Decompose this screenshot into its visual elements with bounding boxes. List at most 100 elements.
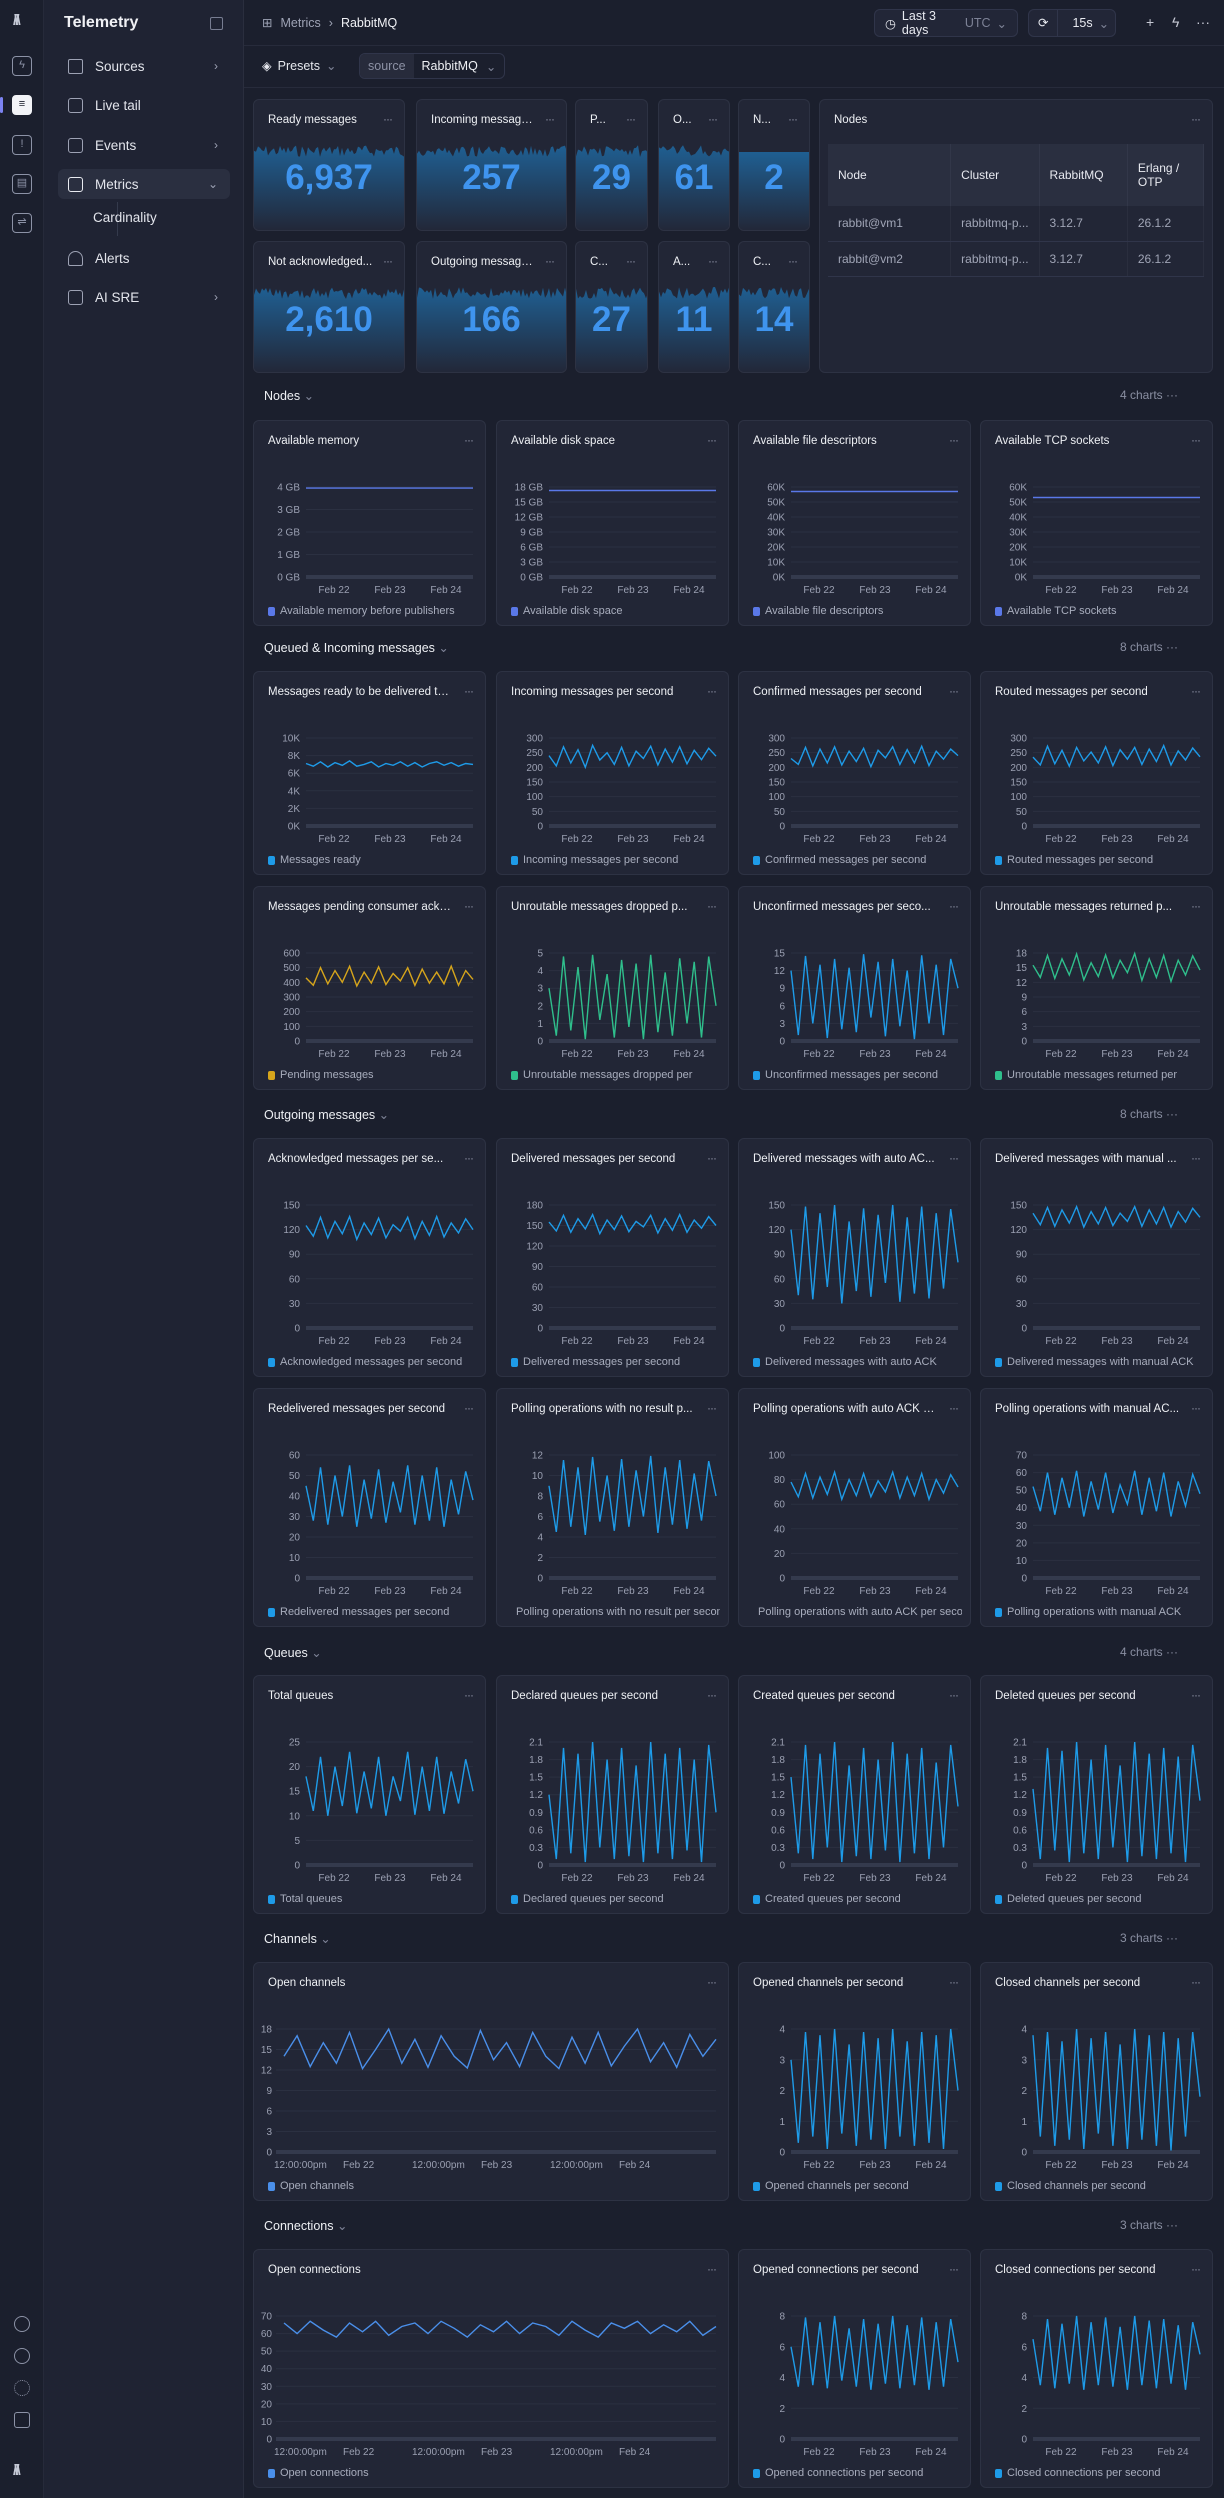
presets-button[interactable]: ◈ Presets ⌄ — [262, 58, 337, 74]
legend-item[interactable]: Unroutable messages returned per — [995, 1069, 1204, 1081]
more-icon[interactable]: ··· — [949, 1151, 959, 1165]
chart-card[interactable]: Polling operations with no result p... ··… — [496, 1388, 729, 1627]
legend-item[interactable]: Messages ready — [268, 854, 477, 866]
stat-tile[interactable]: P... ··· 29 — [575, 99, 648, 231]
more-icon[interactable]: ··· — [708, 112, 718, 126]
more-icon[interactable]: ··· — [949, 899, 959, 913]
legend-item[interactable]: Polling operations with auto ACK per sec… — [753, 1606, 962, 1618]
legend-item[interactable]: Available disk space — [511, 605, 720, 617]
chart-card[interactable]: Opened channels per second ··· 0 1 2 3 4 Feb 22… — [738, 1962, 971, 2201]
legend-item[interactable]: Available TCP sockets — [995, 605, 1204, 617]
more-icon[interactable]: ··· — [707, 1688, 717, 1702]
section-header[interactable]: Queued & Incoming messages ⌄ — [264, 640, 449, 655]
legend-item[interactable]: Total queues — [268, 1893, 477, 1905]
more-icon[interactable]: ··· — [545, 112, 555, 126]
bolt-icon[interactable]: ϟ — [1172, 14, 1180, 30]
chart-card[interactable]: Delivered messages with manual ... ··· 0 30… — [980, 1138, 1213, 1377]
section-header[interactable]: Outgoing messages ⌄ — [264, 1107, 389, 1122]
more-icon[interactable]: ··· — [1191, 1151, 1201, 1165]
section-header[interactable]: Queues ⌄ — [264, 1645, 322, 1660]
more-icon[interactable]: ··· — [1162, 1931, 1179, 1945]
more-icon[interactable]: ··· — [1191, 1401, 1201, 1415]
chart-card[interactable]: Available memory ··· 0 GB 1 GB 2 GB 3 GB 4 GB F… — [253, 420, 486, 626]
chart-card[interactable]: Total queues ··· 0 5 10 15 20 25 Feb 22 Feb 23 Feb… — [253, 1675, 486, 1914]
more-icon[interactable]: ··· — [1191, 1688, 1201, 1702]
chart-card[interactable]: Polling operations with auto ACK p... ···… — [738, 1388, 971, 1627]
more-icon[interactable]: ··· — [707, 433, 717, 447]
legend-item[interactable]: Available memory before publishers — [268, 605, 477, 617]
more-icon[interactable]: ··· — [626, 254, 636, 268]
time-range-picker[interactable]: ◷ Last 3 days UTC ⌄ — [874, 9, 1018, 37]
chart-card[interactable]: Unconfirmed messages per seco... ··· 0 3 6 9 1… — [738, 886, 971, 1090]
legend-item[interactable]: Unroutable messages dropped per — [511, 1069, 720, 1081]
legend-item[interactable]: Acknowledged messages per second — [268, 1356, 477, 1368]
more-icon[interactable]: ··· — [1191, 684, 1201, 698]
more-icon[interactable]: ··· — [1162, 388, 1179, 402]
sidebar-item-metrics[interactable]: Metrics ⌄ — [58, 169, 230, 199]
legend-item[interactable]: Polling operations with no result per se… — [511, 1606, 720, 1618]
more-icon[interactable]: ··· — [1191, 2262, 1201, 2276]
column-header[interactable]: RabbitMQ — [1039, 144, 1128, 206]
column-header[interactable]: Erlang / OTP — [1127, 144, 1205, 206]
stat-tile[interactable]: Incoming message... ··· 257 — [416, 99, 567, 231]
chart-card[interactable]: Closed channels per second ··· 0 1 2 3 4 Feb 22… — [980, 1962, 1213, 2201]
stat-tile[interactable]: A... ··· 11 — [658, 241, 730, 373]
stat-tile[interactable]: C... ··· 14 — [738, 241, 810, 373]
chart-card[interactable]: Polling operations with manual AC... ··· 0… — [980, 1388, 1213, 1627]
more-icon[interactable]: ··· — [1162, 640, 1179, 654]
grid-icon[interactable] — [14, 2412, 30, 2428]
chart-card[interactable]: Available file descriptors ··· 0K 10K 20K 30K… — [738, 420, 971, 626]
more-icon[interactable]: ··· — [1162, 1645, 1179, 1659]
more-icon[interactable]: ··· — [626, 112, 636, 126]
legend-item[interactable]: Opened channels per second — [753, 2180, 962, 2192]
more-icon[interactable]: ··· — [707, 899, 717, 913]
source-filter[interactable]: source RabbitMQ ⌄ — [359, 53, 506, 79]
help-icon[interactable] — [14, 2348, 30, 2364]
stat-tile[interactable]: O... ··· 61 — [658, 99, 730, 231]
more-icon[interactable]: ··· — [464, 899, 474, 913]
more-icon[interactable]: ··· — [1196, 14, 1210, 30]
more-icon[interactable]: ··· — [788, 112, 798, 126]
more-icon[interactable]: ··· — [707, 1975, 717, 1989]
more-icon[interactable]: ··· — [707, 1151, 717, 1165]
more-icon[interactable]: ··· — [707, 684, 717, 698]
collapse-sidebar-icon[interactable] — [210, 17, 223, 30]
legend-item[interactable]: Deleted queues per second — [995, 1893, 1204, 1905]
more-icon[interactable]: ··· — [949, 1401, 959, 1415]
logo-icon[interactable]: /\/\ — [13, 12, 20, 29]
more-icon[interactable]: ··· — [464, 1401, 474, 1415]
chart-card[interactable]: Open channels ··· 0 3 6 9 12 15 18 12:00:00pm Feb … — [253, 1962, 729, 2201]
more-icon[interactable]: ··· — [708, 254, 718, 268]
more-icon[interactable]: ··· — [464, 1151, 474, 1165]
more-icon[interactable]: ··· — [1162, 2218, 1179, 2232]
chart-card[interactable]: Redelivered messages per second ··· 0 10 20 3… — [253, 1388, 486, 1627]
sun-icon[interactable] — [14, 2380, 30, 2396]
logo-icon[interactable]: /\/\ — [13, 2462, 20, 2479]
legend-item[interactable]: Declared queues per second — [511, 1893, 720, 1905]
legend-item[interactable]: Polling operations with manual ACK — [995, 1606, 1204, 1618]
bolt-icon[interactable]: ϟ — [12, 56, 32, 76]
stat-tile[interactable]: Not acknowledged... ··· 2,610 — [253, 241, 405, 373]
more-icon[interactable]: ··· — [545, 254, 555, 268]
chart-card[interactable]: Declared queues per second ··· 0 0.3 0.6 0.9 1… — [496, 1675, 729, 1914]
refresh-icon[interactable]: ⟳ — [1029, 10, 1059, 36]
stat-tile[interactable]: C... ··· 27 — [575, 241, 648, 373]
chart-card[interactable]: Delivered messages with auto AC... ··· 0 30… — [738, 1138, 971, 1377]
chart-card[interactable]: Deleted queues per second ··· 0 0.3 0.6 0.9 1.… — [980, 1675, 1213, 1914]
more-icon[interactable]: ··· — [1162, 1107, 1179, 1121]
logs-icon[interactable]: ≡ — [12, 95, 32, 115]
chart-card[interactable]: Messages pending consumer ackn... ··· 0 100… — [253, 886, 486, 1090]
chart-card[interactable]: Opened connections per second ··· 0 2 4 6 8 Feb… — [738, 2249, 971, 2488]
more-icon[interactable]: ··· — [949, 1688, 959, 1702]
more-icon[interactable]: ··· — [707, 1401, 717, 1415]
refresh-interval[interactable]: 15s — [1072, 16, 1093, 30]
section-header[interactable]: Channels ⌄ — [264, 1931, 331, 1946]
more-icon[interactable]: ··· — [464, 433, 474, 447]
chart-card[interactable]: Available disk space ··· 0 GB 3 GB 6 GB 9 GB 1… — [496, 420, 729, 626]
bell-icon[interactable] — [14, 2316, 30, 2332]
table-row[interactable]: rabbit@vm2 rabbitmq-p... 3.12.7 26.1.2 — [828, 241, 1205, 277]
chart-card[interactable]: Routed messages per second ··· 0 50 100 150 20… — [980, 671, 1213, 875]
legend-item[interactable]: Opened connections per second — [753, 2467, 962, 2479]
more-icon[interactable]: ··· — [949, 2262, 959, 2276]
more-icon[interactable]: ··· — [1191, 112, 1201, 126]
